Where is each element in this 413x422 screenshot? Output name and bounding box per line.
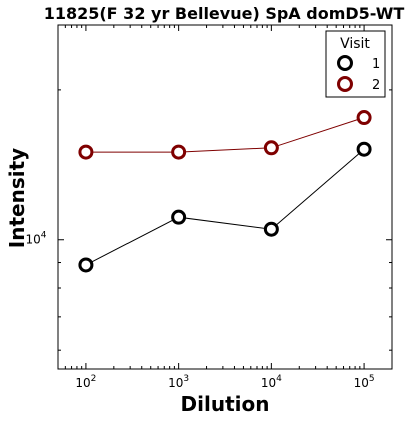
series-1-point [263, 221, 279, 237]
series-1-line [85, 148, 365, 266]
x-major-ticks: 102 103 104 105 [75, 25, 375, 390]
series-2-point [263, 140, 279, 156]
y-major-ticks: 104 [25, 231, 392, 247]
legend-label-series-2: 2 [372, 78, 380, 93]
minor-ticks [58, 25, 392, 369]
series-1-point [356, 141, 372, 157]
y-axis-label: Intensity [5, 148, 29, 248]
x-tick-label: 102 [75, 374, 96, 390]
plot-frame [57, 24, 393, 370]
legend: Visit 1 2 [325, 30, 386, 98]
y-tick-label: 104 [25, 231, 46, 247]
x-axis-label: Dilution [181, 392, 270, 416]
legend-title: Visit [340, 36, 370, 52]
series-2-point [356, 110, 372, 126]
series-2-line [85, 117, 365, 153]
legend-box [325, 30, 386, 98]
legend-marker-series-2 [337, 76, 353, 92]
series-1-point [78, 257, 94, 273]
legend-marker-series-1 [337, 55, 353, 71]
plot-area: 102 103 104 105 104 [25, 24, 393, 390]
x-tick-label: 104 [261, 374, 282, 390]
x-tick-label: 103 [168, 374, 189, 390]
chart-title: 11825(F 32 yr Bellevue) SpA domD5-WT [44, 4, 405, 23]
series-1-point [171, 209, 187, 225]
legend-label-series-1: 1 [372, 57, 380, 72]
series-2-point [78, 144, 94, 160]
series-2-point [171, 144, 187, 160]
series-layer [78, 110, 372, 273]
x-tick-label: 105 [354, 374, 375, 390]
